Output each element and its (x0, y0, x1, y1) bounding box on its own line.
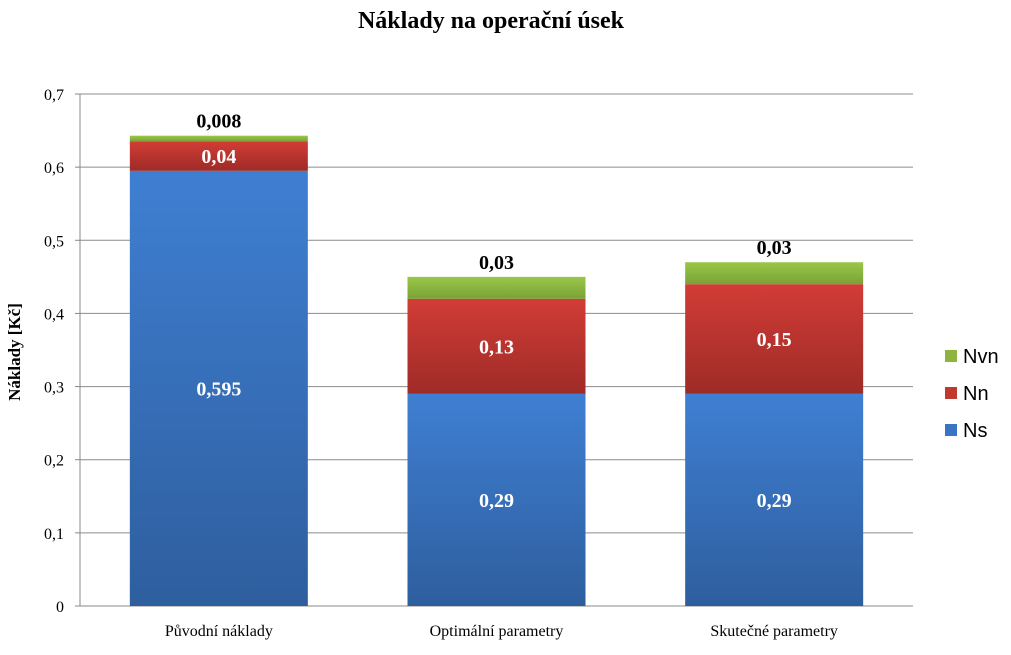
chart-title: Náklady na operační úsek (357, 8, 625, 34)
y-tick-label: 0,2 (44, 453, 64, 470)
data-label: 0,595 (196, 378, 241, 400)
bar-nn (407, 298, 586, 394)
bar-nvn (407, 276, 586, 299)
bar-nn (685, 284, 864, 394)
y-tick-label: 0,3 (44, 380, 64, 397)
x-axis: Původní náklady Optimální parametry Skuteč… (165, 623, 838, 640)
bars (129, 135, 864, 607)
data-labels: 0,595 0,04 0,008 0,29 0,13 0,03 0,29 0,15 0,03 (196, 111, 791, 512)
data-label: 0,03 (479, 252, 514, 274)
legend-swatch-nvn (945, 350, 957, 362)
bar-nvn (685, 262, 864, 285)
bar-ns (129, 170, 308, 607)
data-label: 0,03 (757, 237, 792, 259)
x-tick-label: Původní náklady (165, 623, 273, 640)
y-tick-label: 0 (56, 599, 64, 616)
y-axis: 0 0,1 0,2 0,3 0,4 0,5 0,6 0,7 (44, 87, 81, 616)
legend-label-nvn: Nvn (963, 346, 999, 368)
y-axis-label: Náklady [Kč] (5, 303, 24, 401)
y-tick-label: 0,6 (44, 160, 64, 177)
bar-nn (129, 141, 308, 171)
x-tick-label: Optimální parametry (430, 623, 564, 640)
data-label: 0,29 (479, 490, 514, 512)
y-tick-label: 0,5 (44, 233, 64, 250)
y-tick-label: 0,7 (44, 87, 64, 104)
legend-swatch-ns (945, 424, 957, 436)
data-label: 0,29 (757, 490, 792, 512)
legend: Nvn Nn Ns (945, 346, 999, 442)
y-tick-label: 0,4 (44, 306, 64, 323)
legend-swatch-nn (945, 387, 957, 399)
bar-ns (685, 393, 864, 606)
data-label: 0,15 (757, 329, 792, 351)
x-tick-label: Skutečné parametry (710, 623, 838, 640)
data-label: 0,13 (479, 336, 514, 358)
y-tick-label: 0,1 (44, 526, 64, 543)
bar-ns (407, 393, 586, 606)
data-label: 0,008 (196, 111, 241, 133)
data-label: 0,04 (201, 146, 236, 168)
legend-label-ns: Ns (963, 420, 987, 442)
legend-label-nn: Nn (963, 383, 989, 405)
bar-nvn (129, 135, 308, 142)
